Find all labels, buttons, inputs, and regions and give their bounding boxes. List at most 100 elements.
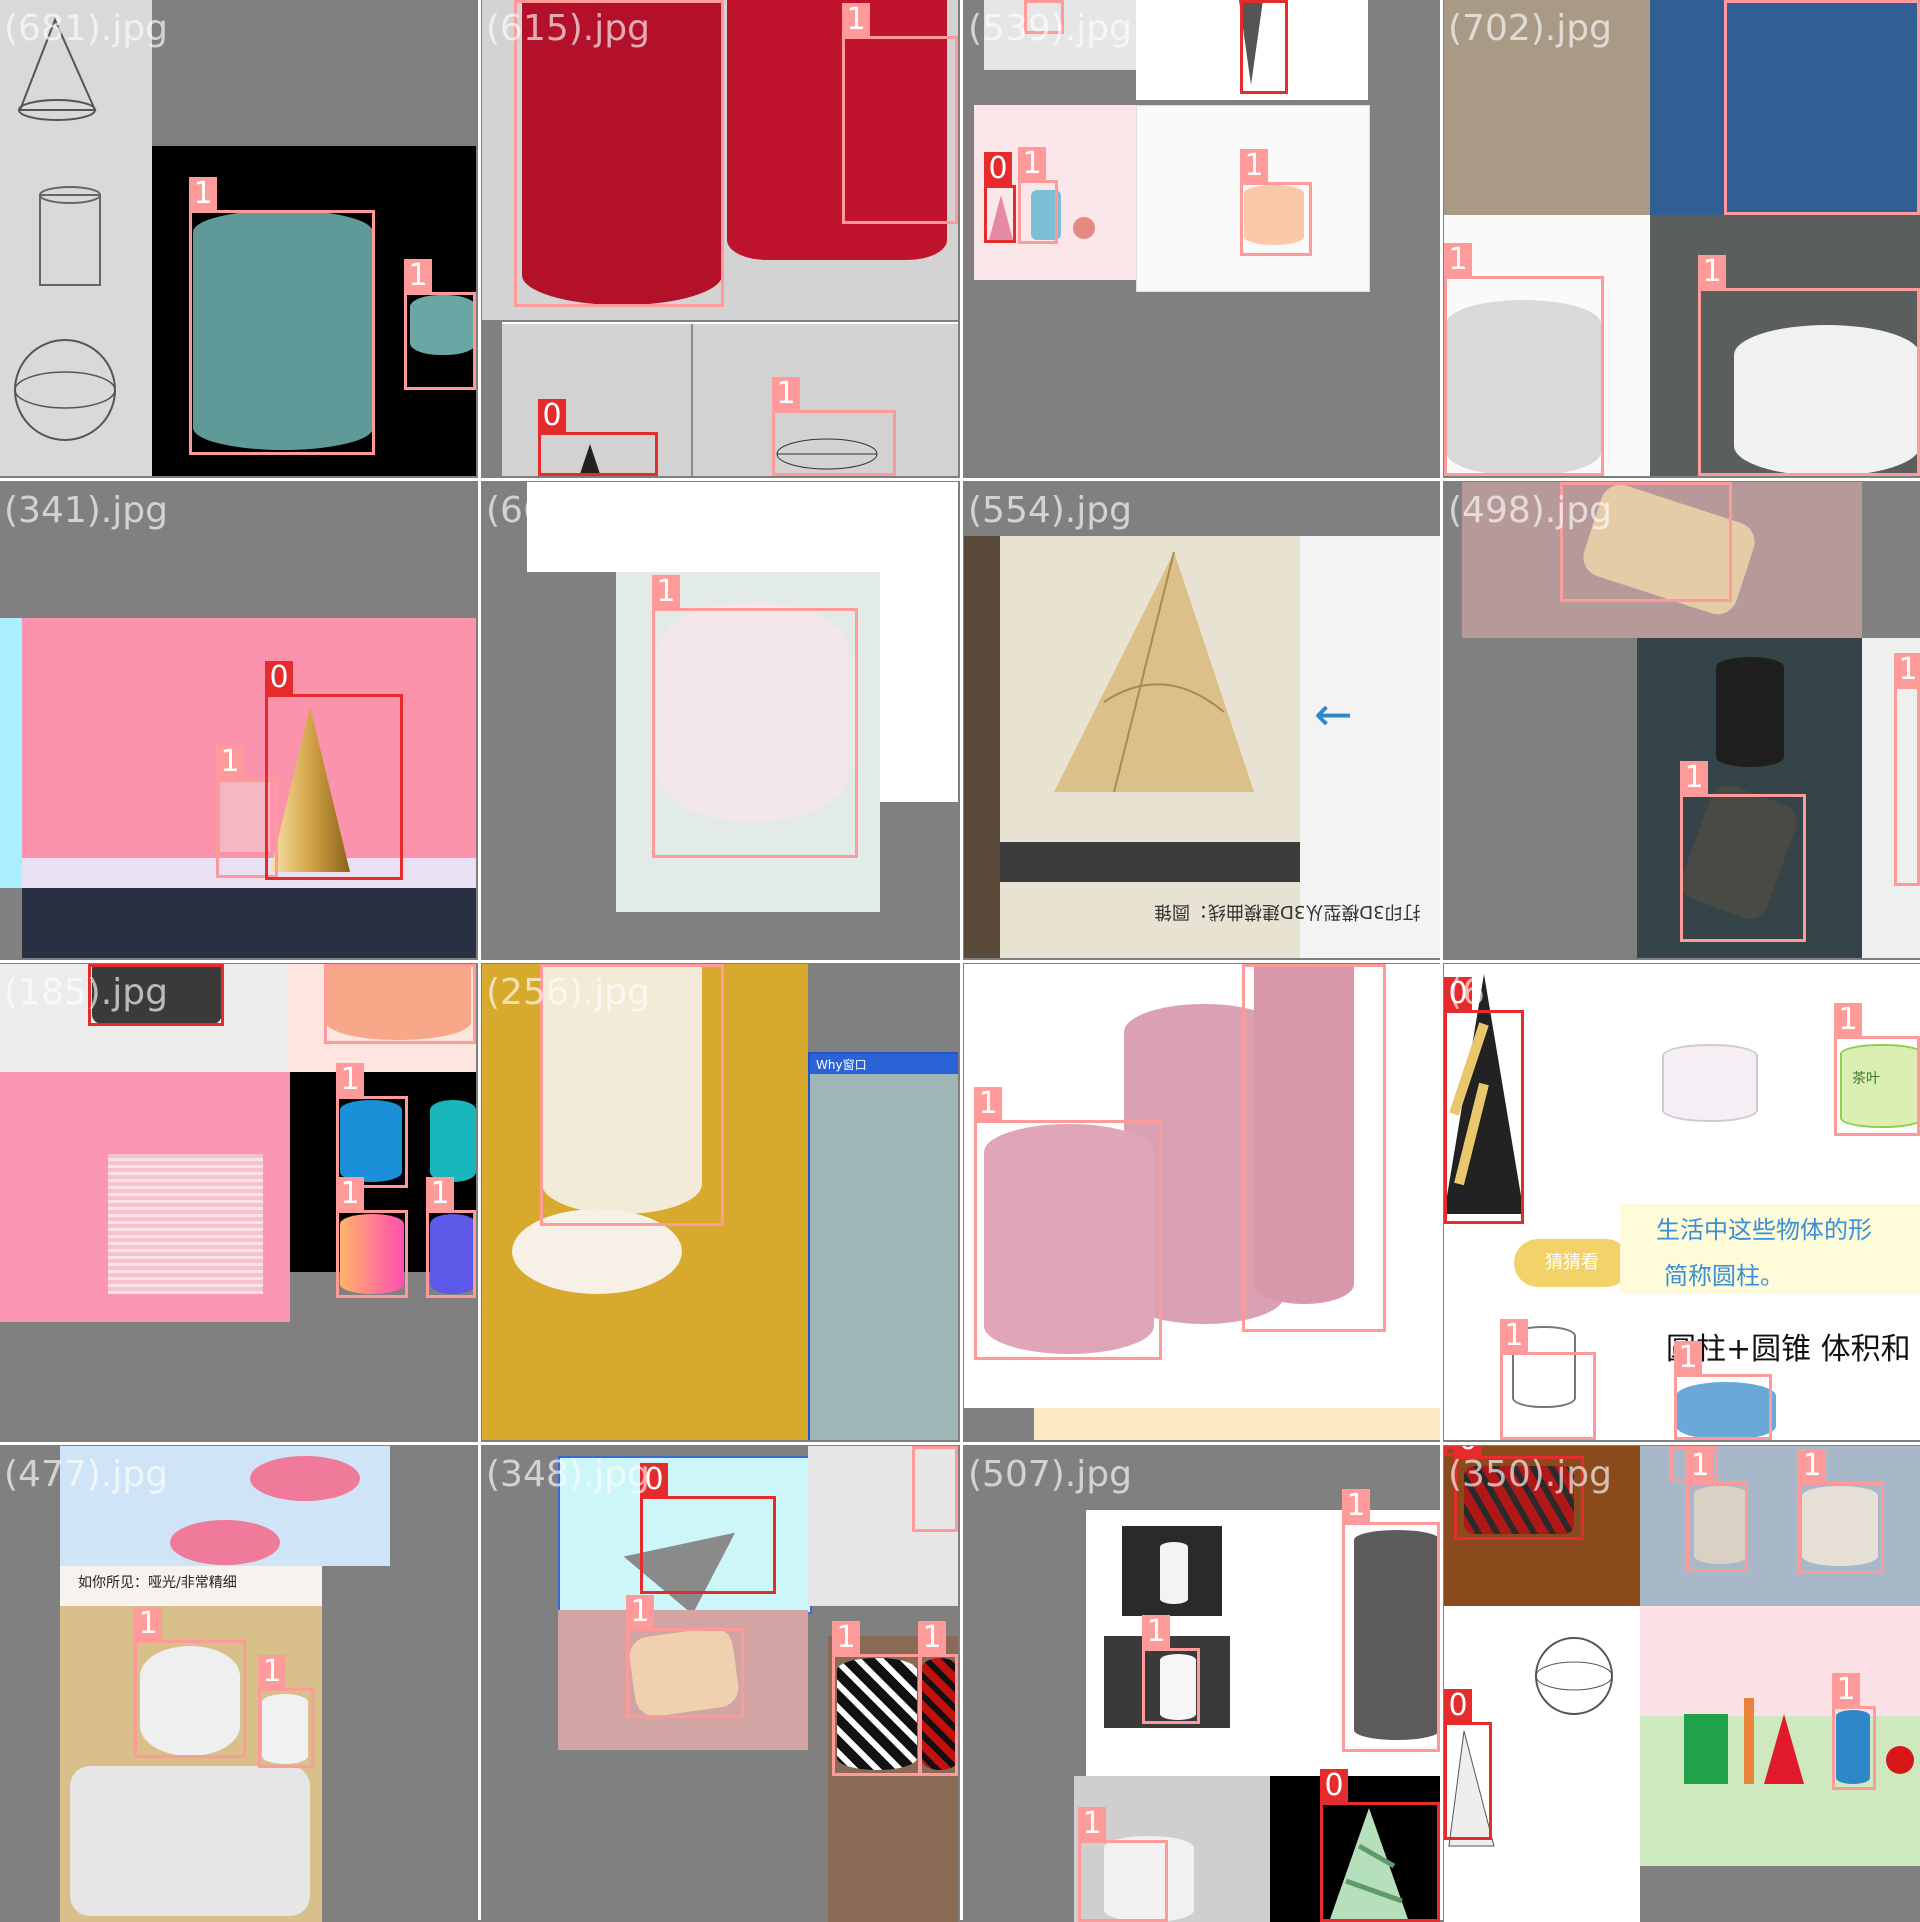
red-cylinder (522, 0, 722, 305)
tile-filename: (350).jpg (1448, 1454, 1612, 1495)
class-label: 1 (336, 1177, 364, 1210)
cylinder-bbox: 1 (258, 1655, 314, 1768)
tile-667: 1 (667).jpg (482, 482, 958, 958)
cone-diagram (580, 324, 878, 476)
cylinder-bbox: 1 (426, 1177, 476, 1298)
software-window (558, 1456, 812, 1614)
white-canister (1734, 325, 1920, 476)
class-label: 1 (842, 3, 870, 36)
blue-window-edge (0, 618, 22, 888)
cylinder-bbox: 1 (1686, 1449, 1748, 1572)
cylinder-bbox: 1 (832, 1621, 922, 1776)
class-label: 1 (1698, 255, 1726, 288)
peach-cylinder (326, 964, 471, 1040)
cylinder-bbox: 1 (652, 575, 858, 858)
tile-filename: (681).jpg (4, 8, 168, 49)
class-label: 1 (1342, 1489, 1370, 1522)
dark-wood-edge (964, 536, 1000, 958)
class-label: 1 (258, 1655, 286, 1688)
white-cylinder (140, 1646, 240, 1756)
blue-cylinder (1836, 1710, 1870, 1784)
pink-scene-shapes (989, 190, 1095, 240)
white-top-panel (527, 482, 958, 572)
white-cylinder-small (262, 1694, 308, 1764)
cylinder-bbox: 1 (1674, 1341, 1772, 1440)
green-prism (1684, 1714, 1728, 1784)
cylinder-bbox: 1 (1444, 243, 1604, 476)
matte-caption: 如你所见：哑光/非常精细 (78, 1575, 237, 1591)
white-blocks-panel (808, 1446, 958, 1606)
cylinder-bbox: 1 (912, 1446, 958, 1532)
sketch-sphere (1535, 1637, 1613, 1715)
cylinder-bbox: 1 (1724, 0, 1920, 215)
cylinder-bbox: 1 (918, 1621, 958, 1776)
cylinder-bbox: 1 (324, 964, 476, 1044)
tile-477: 如你所见：哑光/非常精细 1 1 (477).jpg (0, 1446, 476, 1922)
class-label: 1 (1444, 243, 1472, 276)
yellow-badge: 猜猜看 (1514, 1239, 1630, 1287)
tile-539: 1 0 0 1 1 (539).jpg (964, 0, 1440, 476)
pencil-sketch-drawings (14, 17, 116, 441)
class-label: 1 (1142, 1615, 1170, 1648)
teal-cylinder (430, 1100, 476, 1182)
spiral-cylinder (837, 1658, 917, 1770)
cone-bbox: 0 (265, 661, 403, 880)
class-label: 1 (918, 1621, 946, 1654)
class-label: 1 (1834, 1003, 1862, 1036)
gradient-cylinder (340, 1214, 404, 1294)
white-cylinder (1446, 300, 1601, 476)
grid-line-h2 (0, 960, 1920, 963)
class-label: 0 (538, 399, 566, 432)
dark-strip (22, 888, 476, 958)
marble-cone-base (92, 964, 222, 1024)
cone-bbox: 0 (1240, 0, 1288, 94)
tile-615: 1 1 0 1 (615).jpg (482, 0, 958, 476)
striped-cone (1444, 974, 1524, 1214)
white-strip (984, 0, 1144, 70)
class-label: 1 (652, 575, 680, 608)
grid-line-h3 (0, 1442, 1920, 1445)
tile-filename: (615).jpg (486, 8, 650, 49)
red-cylinder-2 (727, 0, 947, 260)
tile-185: 0 1 1 1 1 (185).jpg (0, 964, 476, 1440)
cylinder-bbox: 1 (626, 1595, 744, 1718)
cylinder-bbox: 1 (772, 377, 896, 476)
glass-jar (1662, 1044, 1758, 1122)
tile-filename: (341).jpg (4, 490, 168, 531)
tile-filename: (670).jpg (1448, 972, 1612, 1013)
diagram-panel (502, 322, 958, 476)
red-spiral-cone (1464, 1466, 1574, 1534)
class-label: 1 (1674, 1341, 1702, 1374)
tile-filename: (667).jpg (486, 490, 650, 531)
green-spiral-cone (1329, 1808, 1409, 1922)
class-label: 0 (984, 152, 1012, 185)
cylinder-bbox: 1 (1560, 482, 1732, 602)
lidded-canister (1694, 1486, 1748, 1564)
tile-filename: (507).jpg (968, 1454, 1132, 1495)
cylinder-bbox: 1 (1018, 147, 1058, 244)
blue-surface (1650, 0, 1920, 215)
tile-498: 1 1 1 (498).jpg (1444, 482, 1920, 958)
cylinder-bbox: 1 (134, 1607, 246, 1758)
cone-bbox: 0 (1454, 1446, 1584, 1540)
tile-341: 1 0 (341).jpg (0, 482, 476, 958)
class-label: 1 (1832, 1673, 1860, 1706)
purple-cylinder (430, 1214, 476, 1294)
class-label: 1 (336, 1063, 364, 1096)
class-label: 1 (404, 259, 432, 292)
cylinder-bbox: 1 (1698, 255, 1920, 476)
cylinder-bbox: 1 (1894, 653, 1920, 886)
yellow-text-panel (1620, 1204, 1920, 1294)
life-caption-2: 简称圆柱。 (1664, 1262, 1784, 1290)
tile-350: 0 0 1 1 1 0 1 (350).jpg (1444, 1446, 1920, 1922)
white-cylinder-grey (1160, 1654, 1196, 1720)
red-spiral-cylinder (922, 1658, 958, 1770)
orange-rod (1744, 1698, 1754, 1784)
tile-filename: (777).jpg (968, 972, 1132, 1013)
wooden-cone (1054, 551, 1254, 793)
tile-507: 1 1 1 0 (507).jpg (964, 1446, 1440, 1922)
life-caption-1: 生活中这些物体的形 (1656, 1216, 1872, 1244)
class-label: 1 (974, 1087, 1002, 1120)
white-cylinder (657, 602, 849, 822)
class-label: 0 (640, 1463, 668, 1496)
